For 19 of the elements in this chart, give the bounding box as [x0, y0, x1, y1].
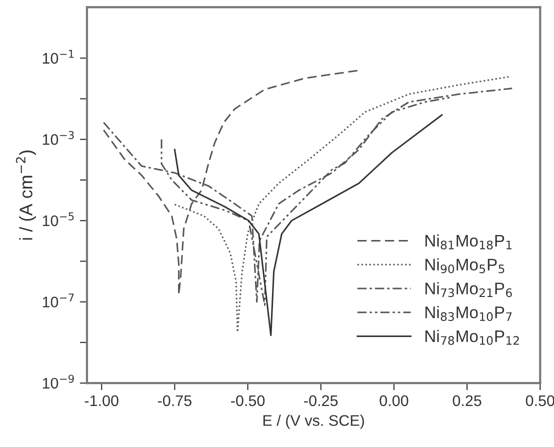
- x-tick-label: -1.00: [84, 395, 118, 406]
- y-axis-title: i / (A cm$^{−2}$): [16, 150, 36, 240]
- y-tick-label: 10$^{−5}$: [42, 212, 74, 226]
- y-tick-label: 10$^{−7}$: [42, 294, 74, 308]
- legend-label: Ni$_{83}$Mo$_{10}$P$_{7}$: [425, 306, 512, 322]
- legend-label: Ni$_{73}$Mo$_{21}$P$_{6}$: [425, 282, 512, 298]
- y-tick-label: 10$^{−3}$: [42, 131, 74, 145]
- x-tick-label: -0.75: [158, 395, 192, 406]
- x-tick-label: 0.50: [526, 395, 554, 406]
- x-tick-label: 0.25: [452, 395, 482, 406]
- x-tick-label: 0.00: [380, 395, 408, 406]
- legend-label: Ni$_{78}$Mo$_{10}$P$_{12}$: [425, 330, 519, 345]
- x-tick-label: -0.50: [231, 395, 265, 406]
- x-axis-title: E / (V vs. SCE): [263, 414, 364, 429]
- y-tick-label: 10$^{−9}$: [42, 374, 74, 389]
- legend-label: Ni$_{81}$Mo$_{18}$P$_{1}$: [425, 234, 512, 250]
- x-tick-label: -0.25: [304, 395, 338, 406]
- y-tick-label: 10$^{−1}$: [42, 50, 74, 64]
- legend-label: Ni$_{90}$Mo$_{5}$P$_{5}$: [425, 258, 504, 274]
